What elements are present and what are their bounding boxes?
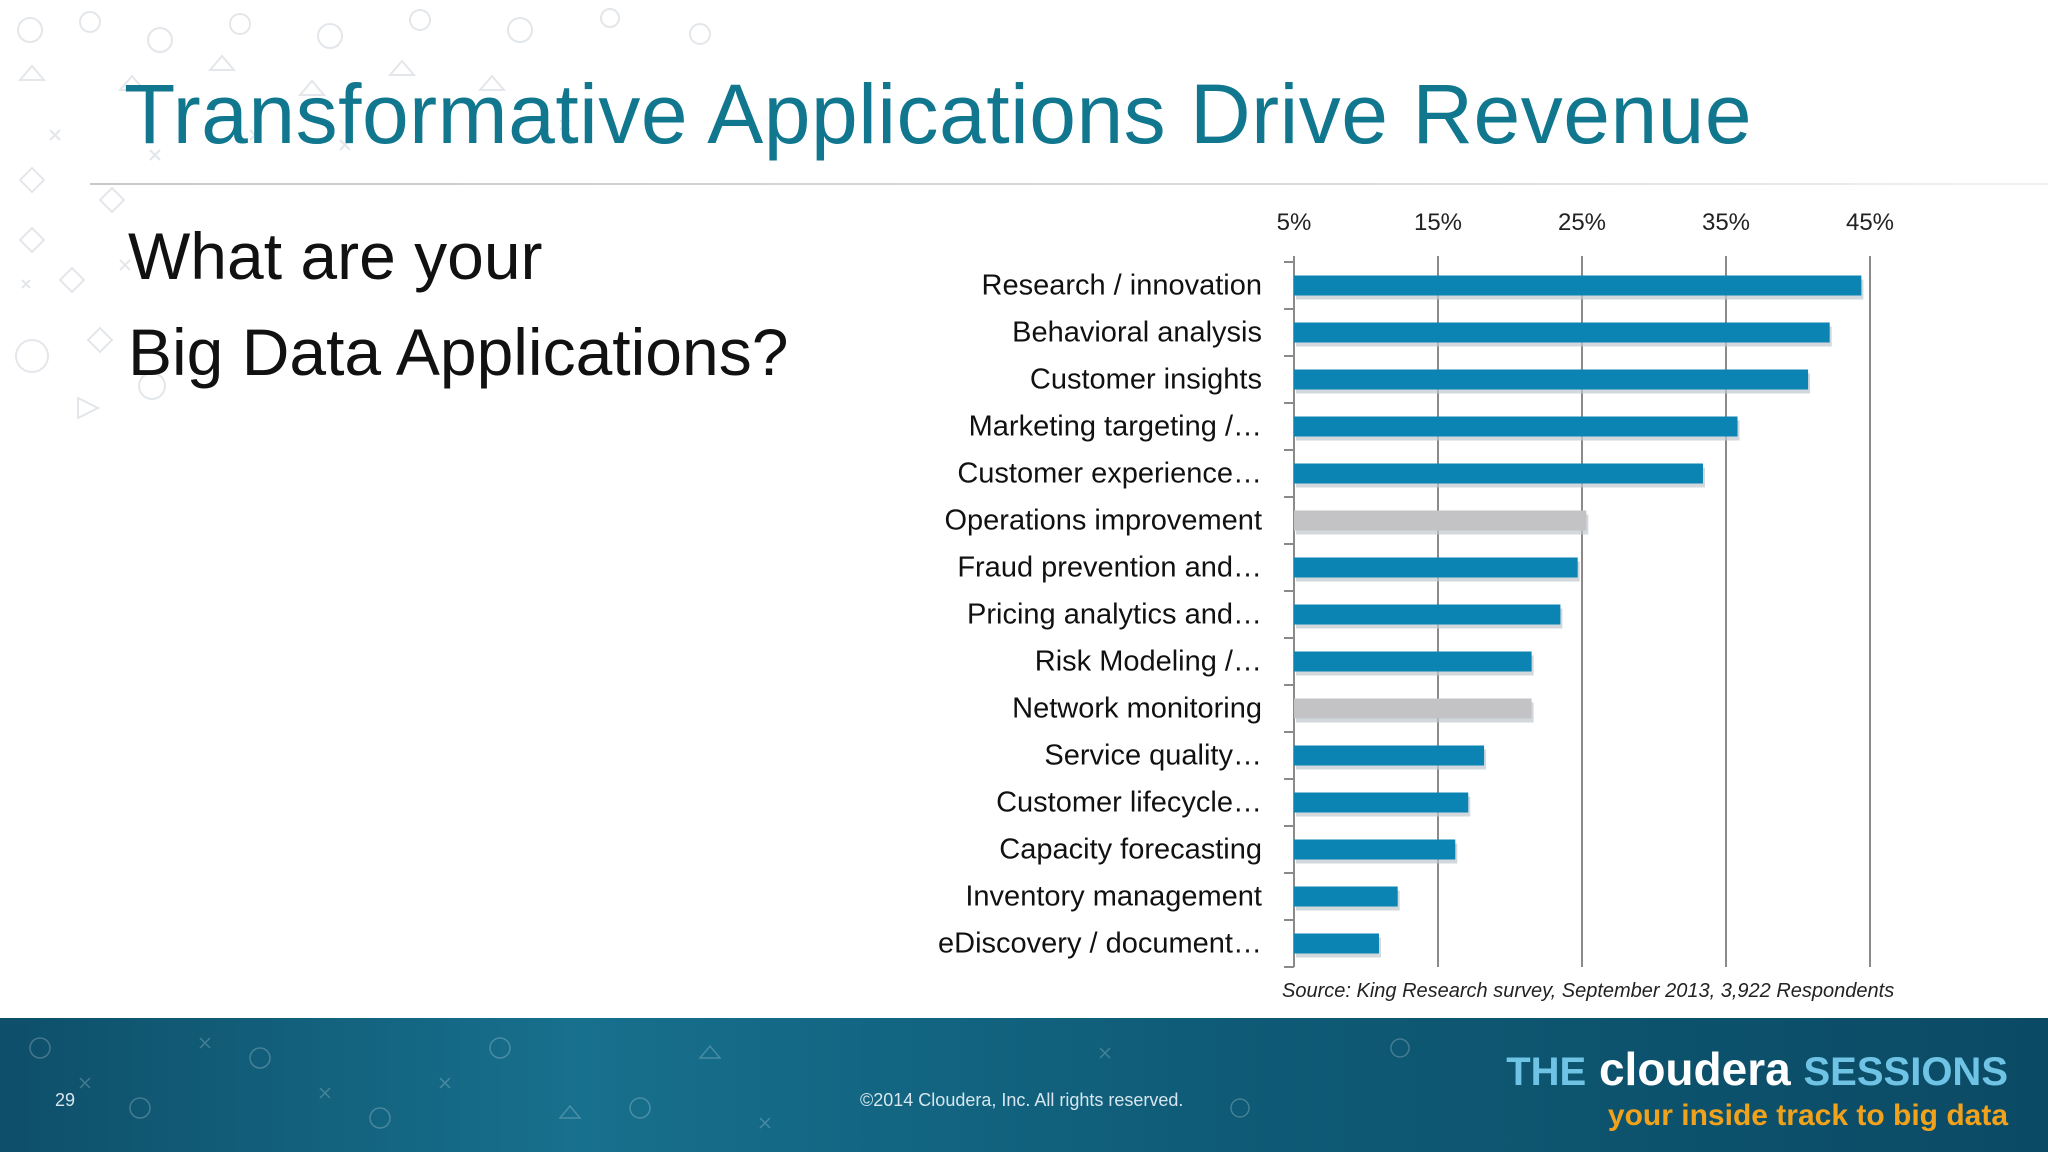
question-line-2: Big Data Applications? bbox=[128, 315, 789, 389]
x-tick-label: 45% bbox=[1846, 209, 1894, 236]
category-label: Behavioral analysis bbox=[1012, 317, 1262, 349]
background-pattern bbox=[15, 8, 711, 420]
brand-tagline: your inside track to big data bbox=[1607, 1099, 2008, 1132]
bar bbox=[1294, 604, 1561, 625]
bar bbox=[1294, 745, 1485, 766]
bar bbox=[1294, 839, 1456, 860]
category-label: Pricing analytics and… bbox=[967, 599, 1262, 631]
brand-the: THE bbox=[1506, 1050, 1587, 1094]
x-tick-label: 35% bbox=[1702, 209, 1750, 236]
bar bbox=[1294, 886, 1398, 907]
title-divider bbox=[90, 183, 2048, 185]
slide-title: Transformative Applications Drive Revenu… bbox=[124, 67, 1753, 161]
bar bbox=[1294, 792, 1469, 813]
x-tick-label: 25% bbox=[1558, 209, 1606, 236]
category-label: Research / innovation bbox=[982, 270, 1263, 302]
category-label: Customer lifecycle… bbox=[996, 787, 1262, 819]
category-label: Fraud prevention and… bbox=[957, 552, 1262, 584]
page-number: 29 bbox=[55, 1090, 76, 1110]
footer-band: 29 ©2014 Cloudera, Inc. All rights reser… bbox=[0, 1018, 2048, 1152]
category-label: Customer insights bbox=[1030, 364, 1262, 396]
bar bbox=[1294, 369, 1809, 390]
bar bbox=[1294, 557, 1578, 578]
category-label: eDiscovery / document… bbox=[938, 928, 1262, 960]
bar bbox=[1294, 322, 1830, 343]
question-line-1: What are your bbox=[128, 219, 543, 293]
category-label: Inventory management bbox=[965, 881, 1262, 913]
footer-pattern bbox=[29, 1037, 1410, 1129]
bar bbox=[1294, 275, 1862, 296]
bar bbox=[1294, 416, 1738, 437]
question-text: What are your Big Data Applications? bbox=[128, 208, 788, 400]
bar bbox=[1294, 463, 1703, 484]
brand-sessions: SESSIONS bbox=[1803, 1050, 2008, 1094]
copyright-text: ©2014 Cloudera, Inc. All rights reserved… bbox=[860, 1090, 1184, 1110]
brand-logo: THE cloudera SESSIONS your inside track … bbox=[1506, 1044, 2008, 1133]
category-label: Marketing targeting /… bbox=[969, 411, 1262, 443]
bar bbox=[1294, 510, 1587, 531]
category-label: Capacity forecasting bbox=[999, 834, 1262, 866]
brand-wordmark: THE cloudera SESSIONS bbox=[1506, 1044, 2008, 1097]
category-label: Network monitoring bbox=[1012, 693, 1262, 725]
brand-name: cloudera bbox=[1598, 1043, 1791, 1095]
bar bbox=[1294, 698, 1532, 719]
x-tick-label: 5% bbox=[1277, 209, 1312, 236]
category-label: Service quality… bbox=[1044, 740, 1262, 772]
category-label: Customer experience… bbox=[957, 458, 1262, 490]
category-label: Operations improvement bbox=[944, 505, 1262, 537]
bar bbox=[1294, 651, 1532, 672]
x-tick-label: 15% bbox=[1414, 209, 1462, 236]
chart-source: Source: King Research survey, September … bbox=[1282, 980, 1895, 1002]
category-label: Risk Modeling /… bbox=[1035, 646, 1262, 678]
bar bbox=[1294, 933, 1379, 954]
